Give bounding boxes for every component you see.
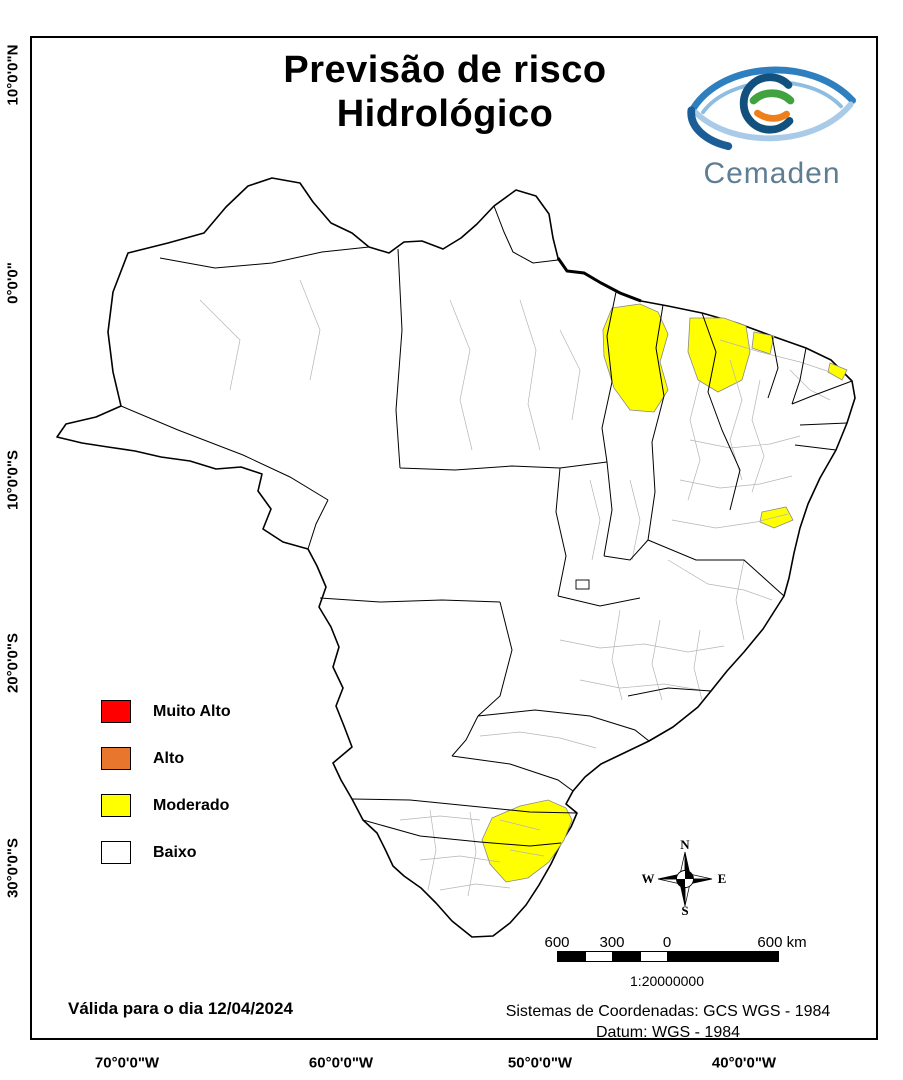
moderado-label: Moderado (153, 796, 230, 814)
muito-alto-swatch (101, 700, 131, 723)
risk-area-north-west (602, 303, 669, 413)
coordinate-system-text: Sistemas de Coordenadas: GCS WGS - 1984 (505, 1003, 831, 1020)
baixo-swatch (101, 841, 131, 864)
north-arrow-icon: N E S W (642, 838, 727, 916)
compass-n-label: N (680, 838, 690, 852)
moderado-swatch (101, 794, 131, 817)
compass-w-label: W (642, 871, 655, 886)
page-title: Previsão de risco Hidrológico (150, 48, 740, 136)
cemaden-eye-icon (687, 66, 857, 151)
lat-label-30s: 30°0'0"S (4, 837, 22, 899)
muito-alto-label: Muito Alto (153, 702, 231, 720)
scale-bar (557, 951, 779, 962)
scalebar-label-600-left: 600 (544, 934, 570, 951)
coordinate-system-block: Sistemas de Coordenadas: GCS WGS - 1984 … (418, 1001, 903, 1043)
scalebar-label-0: 0 (662, 934, 672, 951)
lon-label-70w: 70°0'0"W (94, 1054, 160, 1072)
lon-label-60w: 60°0'0"W (308, 1054, 374, 1072)
alto-label: Alto (153, 749, 185, 767)
title-line-2: Hidrológico (336, 93, 554, 135)
federal-district-outline (575, 579, 590, 590)
scale-bar-segment (613, 952, 641, 961)
lat-label-10n: 10°0'0"N (4, 44, 22, 106)
risk-area-north-small (751, 331, 775, 355)
lat-label-0: 0°0'0" (4, 262, 22, 304)
scale-ratio: 1:20000000 (630, 973, 704, 989)
risk-area-coast-small (827, 362, 848, 381)
title-line-1: Previsão de risco (283, 49, 607, 91)
risk-legend: Muito Alto Alto Moderado Baixo (101, 700, 231, 864)
scalebar-label-300: 300 (599, 934, 625, 951)
compass-e-label: E (718, 871, 727, 886)
legend-item-alto: Alto (101, 747, 231, 770)
lat-label-20s: 20°0'0"S (4, 632, 22, 694)
risk-regions-moderado (481, 303, 848, 883)
cemaden-logo: Cemaden (676, 50, 868, 191)
datum-text: Datum: WGS - 1984 (595, 1024, 741, 1041)
legend-item-baixo: Baixo (101, 841, 231, 864)
validity-date: Válida para o dia 12/04/2024 (68, 999, 293, 1018)
lon-label-40w: 40°0'0"W (711, 1054, 777, 1072)
legend-item-muito-alto: Muito Alto (101, 700, 231, 723)
baixo-label: Baixo (153, 843, 197, 861)
state-boundaries (120, 205, 853, 847)
scale-bar-segment (668, 952, 778, 961)
scale-bar-segment (640, 952, 668, 961)
risk-area-bahia (759, 506, 794, 529)
legend-item-moderado: Moderado (101, 794, 231, 817)
delta-coast (556, 257, 642, 303)
lat-label-10s: 10°0'0"S (4, 449, 22, 511)
risk-area-north-east (687, 317, 751, 393)
lon-label-50w: 50°0'0"W (507, 1054, 573, 1072)
scale-bar-segment (558, 952, 586, 961)
cemaden-wordmark: Cemaden (703, 157, 841, 190)
scale-bar-segment (585, 952, 613, 961)
alto-swatch (101, 747, 131, 770)
scalebar-label-600-km: 600 km (757, 934, 807, 951)
municipal-boundaries (199, 279, 831, 897)
compass-s-label: S (681, 903, 688, 916)
